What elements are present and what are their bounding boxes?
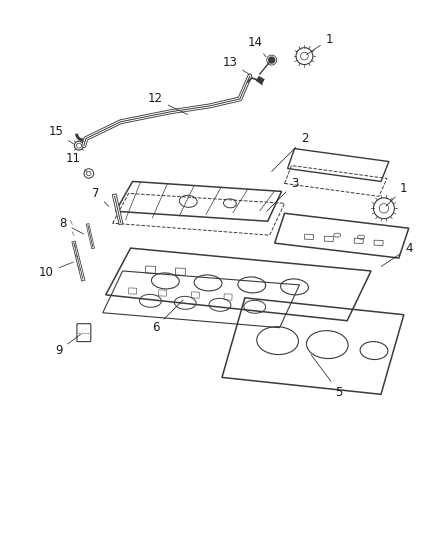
Text: 13: 13	[222, 55, 250, 75]
Text: 7: 7	[92, 187, 109, 206]
Text: 15: 15	[49, 125, 74, 144]
Bar	[191, 292, 199, 298]
Bar	[146, 266, 156, 273]
Bar	[305, 234, 314, 239]
Text: 6: 6	[152, 300, 183, 334]
Text: 14: 14	[247, 36, 266, 57]
Text: 1: 1	[386, 182, 408, 206]
Circle shape	[269, 57, 274, 63]
Text: 8: 8	[59, 217, 83, 234]
Bar	[324, 236, 333, 241]
Text: 1: 1	[307, 33, 333, 54]
Bar	[256, 76, 265, 84]
Text: 11: 11	[66, 152, 87, 172]
Text: 9: 9	[55, 334, 81, 357]
Text: 2: 2	[272, 132, 308, 172]
Bar	[175, 268, 185, 276]
Text: 12: 12	[148, 92, 187, 115]
Bar	[374, 240, 383, 245]
Bar	[224, 294, 232, 300]
Text: 10: 10	[38, 262, 73, 279]
Text: 5: 5	[311, 355, 343, 399]
Bar	[158, 290, 166, 296]
Bar	[128, 288, 137, 294]
Text: 3: 3	[267, 177, 298, 211]
Bar	[354, 238, 363, 244]
Text: 4: 4	[382, 241, 413, 266]
